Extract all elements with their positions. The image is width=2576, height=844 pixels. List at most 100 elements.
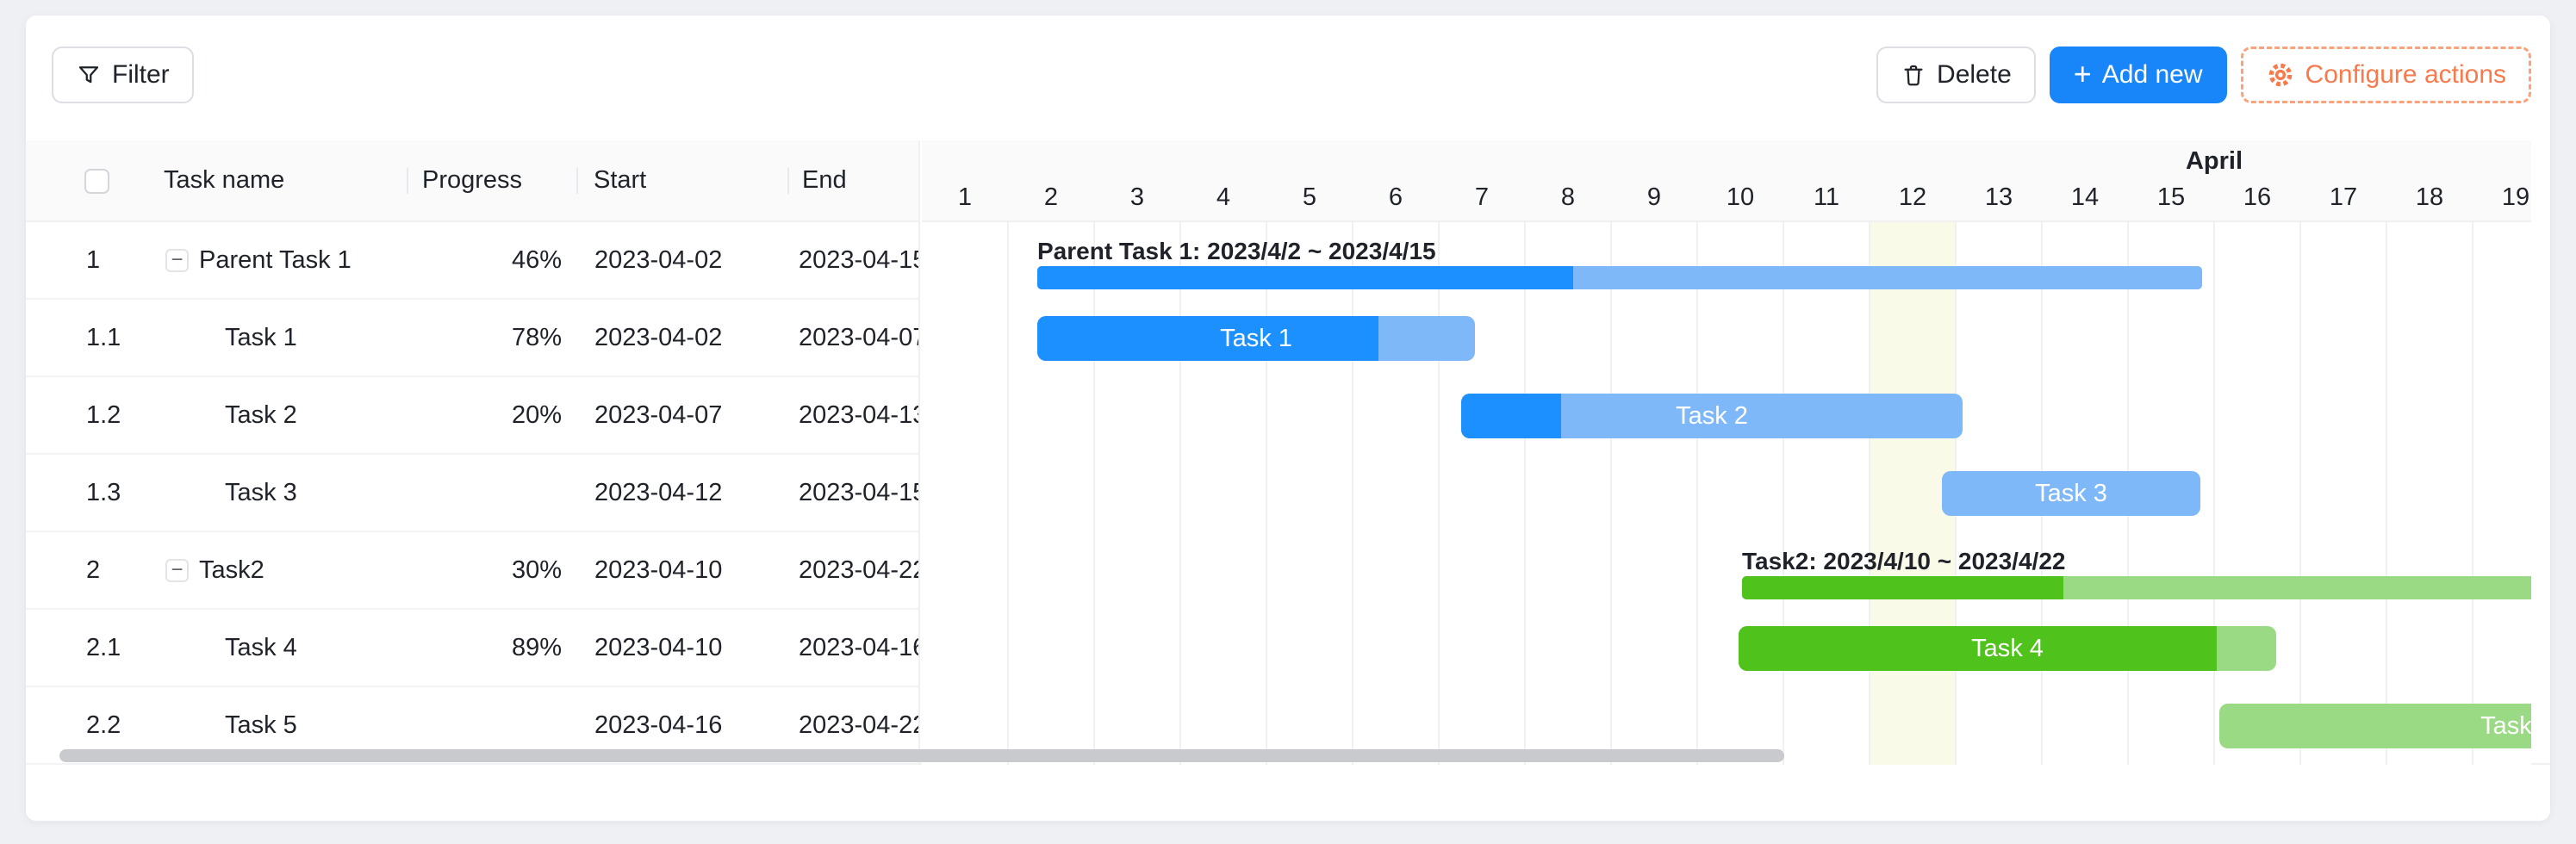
trash-icon [1901, 62, 1926, 88]
progress-cell: 78% [511, 324, 562, 351]
day-label: 12 [1898, 183, 1927, 211]
row-index: 2.2 [86, 711, 121, 739]
day-label: 2 [1043, 183, 1059, 211]
horizontal-scrollbar-thumb[interactable] [59, 749, 1784, 762]
task-table: Task name Progress Start End 1− Parent Ta… [26, 140, 920, 765]
task-name-cell: Task 4 [225, 634, 297, 661]
row-index: 1.2 [86, 401, 121, 429]
gantt-gridline [1438, 222, 1440, 765]
gantt-bar[interactable]: Task 1 [1037, 316, 1475, 361]
gantt-body: Parent Task 1: 2023/4/2 ~ 2023/4/15 Task … [922, 222, 2531, 765]
start-cell: 2023-04-02 [594, 246, 723, 274]
day-label: 16 [2243, 183, 2272, 211]
filter-button-label: Filter [112, 60, 170, 89]
end-cell: 2023-04-15 [799, 479, 920, 506]
day-label: 5 [1302, 183, 1317, 211]
gantt-gridline [1093, 222, 1095, 765]
column-header-progress: Progress [422, 166, 523, 194]
gantt-chart: April 1 2 3 4 5 6 7 8 9 10 11 12 13 14 15 16 17 18 19 Pare… [922, 140, 2531, 765]
gantt-gridline [1179, 222, 1181, 765]
gantt-bar[interactable]: Task 2 [1461, 394, 1963, 438]
gantt-gridline [2386, 222, 2387, 765]
gantt-gridline [1007, 222, 1009, 765]
add-new-button[interactable]: + Add new [2049, 47, 2227, 103]
day-label: 14 [2070, 183, 2100, 211]
configure-actions-button[interactable]: Configure actions [2240, 47, 2531, 103]
summary-bar-progress [1037, 266, 1573, 289]
table-row[interactable]: 1.2 Task 2 20% 2023-04-07 2023-04-13 [26, 377, 918, 455]
task-name-cell: − Task2 [165, 532, 264, 608]
summary-bar-label: Parent Task 1: 2023/4/2 ~ 2023/4/15 [1037, 238, 1436, 264]
row-index: 1 [86, 246, 101, 274]
gantt-card: Filter Delete + Add new [26, 16, 2550, 821]
gantt-gridline [1266, 222, 1267, 765]
gantt-bar-progress [1037, 316, 1379, 361]
gantt-bar-label: Task 1 [1220, 324, 1292, 352]
gantt-gridline [1524, 222, 1526, 765]
table-row[interactable]: 1.1 Task 1 78% 2023-04-02 2023-04-07 [26, 300, 918, 377]
configure-actions-label: Configure actions [2305, 60, 2506, 89]
gantt-gridline [1696, 222, 1698, 765]
table-header: Task name Progress Start End [26, 140, 918, 222]
summary-bar[interactable] [1742, 576, 2531, 599]
progress-cell: 20% [511, 401, 562, 429]
gantt-bar-label: Task 3 [2035, 479, 2107, 507]
progress-cell: 46% [511, 246, 562, 274]
gantt-bar-label: Task 5 [2480, 711, 2531, 740]
summary-bar-label: Task2: 2023/4/10 ~ 2023/4/22 [1742, 548, 2066, 574]
day-label: 9 [1646, 183, 1662, 211]
row-index: 1.3 [86, 479, 121, 506]
gantt-bar[interactable]: Task 5 [2219, 704, 2531, 748]
column-header-task-name: Task name [164, 166, 285, 194]
row-index: 1.1 [86, 324, 121, 351]
day-label: 8 [1560, 183, 1576, 211]
table-row[interactable]: 1 − Parent Task 1 46% 2023-04-02 2023-04-15 [26, 222, 918, 300]
end-cell: 2023-04-15 [799, 246, 920, 274]
minus-icon: − [171, 247, 184, 271]
row-index: 2 [86, 556, 101, 584]
minus-icon: − [171, 557, 184, 581]
gantt-bar[interactable]: Task 3 [1942, 471, 2200, 516]
end-cell: 2023-04-16 [799, 634, 920, 661]
table-row[interactable]: 1.3 Task 3 2023-04-12 2023-04-15 [26, 455, 918, 532]
column-header-start: Start [594, 166, 647, 194]
progress-cell: 89% [511, 634, 562, 661]
filter-button[interactable]: Filter [52, 47, 194, 103]
table-body: 1− Parent Task 1 46% 2023-04-02 2023-04-15 1.… [26, 222, 918, 765]
start-cell: 2023-04-02 [594, 324, 723, 351]
day-label: 11 [1813, 183, 1840, 211]
grid-and-gantt: Task name Progress Start End 1− Parent Ta… [26, 140, 2550, 765]
task-name-text: Task2 [199, 556, 264, 584]
gantt-gridline [1352, 222, 1353, 765]
day-label: 10 [1726, 183, 1755, 211]
summary-bar[interactable] [1037, 266, 2202, 289]
start-cell: 2023-04-10 [594, 556, 723, 584]
delete-button[interactable]: Delete [1876, 47, 2036, 103]
day-label: 4 [1216, 183, 1231, 211]
gantt-gridline [2472, 222, 2473, 765]
collapse-toggle[interactable]: − [165, 557, 189, 582]
summary-bar-progress [1742, 576, 2064, 599]
collapse-toggle[interactable]: − [165, 247, 189, 272]
day-label: 3 [1129, 183, 1145, 211]
column-divider [407, 168, 408, 194]
column-divider [787, 168, 789, 194]
day-label: 1 [957, 183, 973, 211]
task-name-cell: Task 3 [225, 479, 297, 506]
row-index: 2.1 [86, 634, 121, 661]
column-header-end: End [802, 166, 847, 194]
task-name-cell: Task 5 [225, 711, 297, 739]
select-all-checkbox[interactable] [84, 169, 109, 194]
gantt-bar[interactable]: Task 4 [1739, 626, 2276, 671]
gantt-bar-progress [1461, 394, 1562, 438]
table-row[interactable]: 2.1 Task 4 89% 2023-04-10 2023-04-16 [26, 610, 918, 687]
task-name-text: Parent Task 1 [199, 246, 352, 274]
gantt-bar-progress [1739, 626, 2218, 671]
day-label: 7 [1474, 183, 1490, 211]
gantt-bar-label: Task 4 [1971, 634, 2044, 662]
gantt-gridline [1783, 222, 1784, 765]
day-label: 6 [1388, 183, 1403, 211]
gantt-gridline [1869, 222, 1870, 765]
day-label: 19 [2501, 183, 2530, 211]
table-row[interactable]: 2 − Task2 30% 2023-04-10 2023-04-22 [26, 532, 918, 610]
